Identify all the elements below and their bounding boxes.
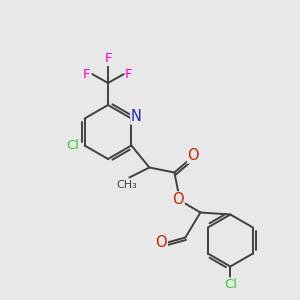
Text: F: F xyxy=(104,52,112,65)
Text: O: O xyxy=(156,235,167,250)
Text: Cl: Cl xyxy=(224,278,237,291)
Text: O: O xyxy=(188,148,199,163)
Text: Cl: Cl xyxy=(66,139,79,152)
Text: F: F xyxy=(125,68,133,80)
Text: CH₃: CH₃ xyxy=(116,181,137,190)
Text: F: F xyxy=(83,68,91,80)
Text: O: O xyxy=(172,192,184,207)
Text: N: N xyxy=(131,109,142,124)
